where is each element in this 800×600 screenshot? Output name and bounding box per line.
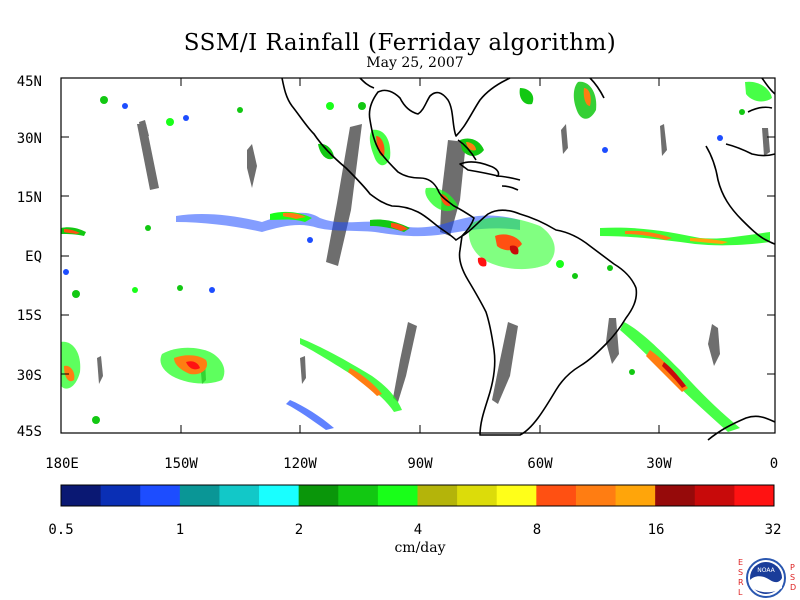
- logo-left-letter: R: [738, 578, 744, 587]
- lon-label-150w: 150W: [164, 456, 198, 472]
- colorbar-swatch: [100, 485, 141, 506]
- colorbar-label-0-5: 0.5: [48, 522, 74, 538]
- colorbar-swatch: [259, 485, 300, 506]
- noaa-esrl-psd-logo: E S R L P S D NOAA: [738, 558, 796, 598]
- lat-label-45n: 45N: [16, 74, 42, 90]
- noaa-badge-text: NOAA: [757, 567, 775, 574]
- logo-left-letter: E: [738, 558, 743, 567]
- colorbar: [61, 485, 775, 506]
- noaa-bird-icon: [750, 576, 782, 593]
- colorbar-swatch: [219, 485, 260, 506]
- colorbar-swatch: [655, 485, 696, 506]
- colorbar-swatch: [575, 485, 617, 506]
- map-title: SSM/I Rainfall (Ferriday algorithm): [183, 30, 617, 56]
- logo-right-letter: P: [790, 563, 795, 572]
- coastlines: [281, 77, 776, 441]
- colorbar-units: cm/day: [394, 540, 446, 556]
- lat-label-eq: EQ: [25, 249, 42, 265]
- colorbar-swatch: [61, 485, 102, 506]
- colorbar-swatch: [417, 485, 458, 506]
- lon-label-0: 0: [769, 456, 779, 472]
- colorbar-swatch: [694, 485, 735, 506]
- colorbar-swatch: [298, 485, 339, 506]
- lon-label-180e: 180E: [45, 456, 79, 472]
- colorbar-label-2: 2: [294, 522, 304, 538]
- lat-label-15n: 15N: [16, 190, 42, 206]
- rainfall-areas: [61, 81, 772, 432]
- colorbar-swatch: [615, 485, 656, 506]
- logo-right-letter: S: [790, 573, 795, 582]
- lon-label-90w: 90W: [407, 456, 433, 472]
- colorbar-swatch: [496, 485, 537, 506]
- colorbar-label-16: 16: [647, 522, 665, 538]
- colorbar-swatch: [377, 485, 418, 506]
- colorbar-swatch: [536, 485, 577, 506]
- lon-label-60w: 60W: [527, 456, 553, 472]
- map-ticks: [61, 77, 775, 434]
- colorbar-frame: [60, 484, 775, 507]
- colorbar-label-8: 8: [532, 522, 542, 538]
- lat-label-30s: 30S: [16, 368, 42, 384]
- logo-right-letter: D: [790, 583, 796, 592]
- lon-label-30w: 30W: [646, 456, 672, 472]
- map-date: May 25, 2007: [366, 55, 464, 71]
- lon-label-120w: 120W: [283, 456, 317, 472]
- colorbar-swatch: [338, 485, 379, 506]
- map-background: [61, 78, 775, 433]
- lat-label-15s: 15S: [16, 308, 42, 324]
- logo-left-letter: S: [738, 568, 743, 577]
- logo-left-letter: L: [738, 588, 743, 597]
- colorbar-label-4: 4: [413, 522, 423, 538]
- colorbar-swatch: [734, 485, 775, 506]
- colorbar-swatch: [457, 485, 498, 506]
- lat-label-30n: 30N: [16, 131, 42, 147]
- colorbar-label-1: 1: [175, 522, 185, 538]
- lat-label-45s: 45S: [16, 424, 42, 440]
- colorbar-swatch: [140, 485, 181, 506]
- colorbar-label-32: 32: [764, 522, 782, 538]
- colorbar-swatch: [179, 485, 220, 506]
